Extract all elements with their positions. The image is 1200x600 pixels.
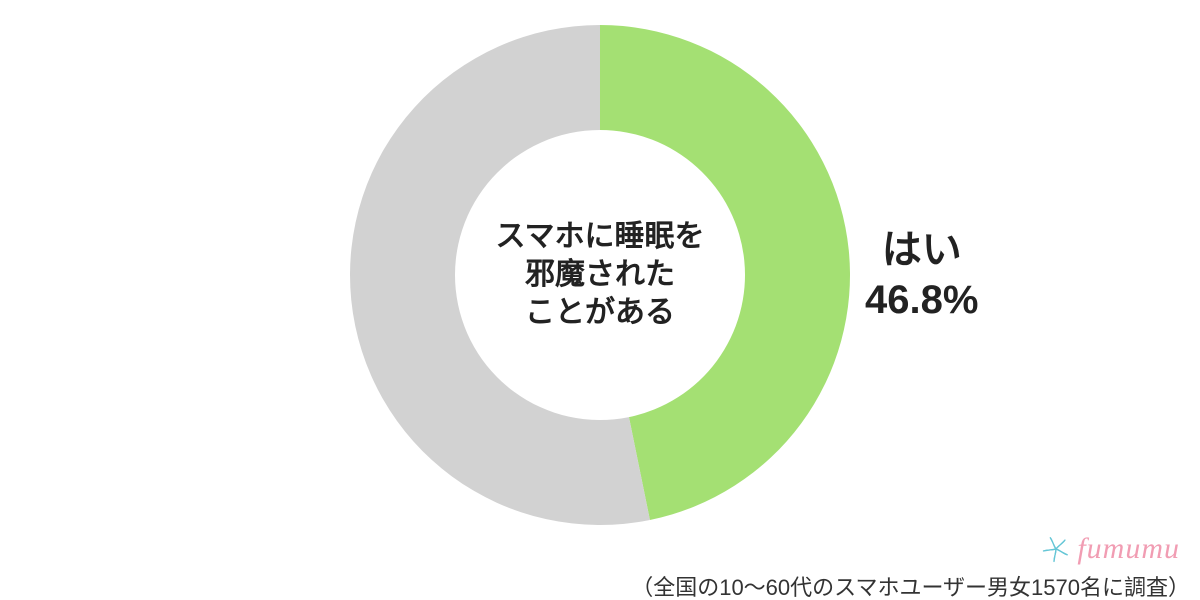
answer-yes-text: はい — [865, 225, 978, 275]
donut-center-label: スマホに睡眠を 邪魔された ことがある — [455, 218, 745, 332]
center-line-2: 邪魔された — [455, 256, 745, 294]
brand-logo: fumumu — [1041, 532, 1180, 566]
brand-flower-icon — [1041, 534, 1071, 564]
brand-text: fumumu — [1077, 532, 1180, 566]
center-line-1: スマホに睡眠を — [455, 218, 745, 256]
answer-yes-label: はい 46.8% — [865, 225, 978, 325]
answer-yes-pct: 46.8% — [865, 275, 978, 325]
chart-stage: スマホに睡眠を 邪魔された ことがある はい 46.8% fumumu （全国の… — [0, 0, 1200, 600]
center-line-3: ことがある — [455, 294, 745, 332]
survey-caption: （全国の10～60代のスマホユーザー男女1570名に調査） — [631, 570, 1190, 600]
